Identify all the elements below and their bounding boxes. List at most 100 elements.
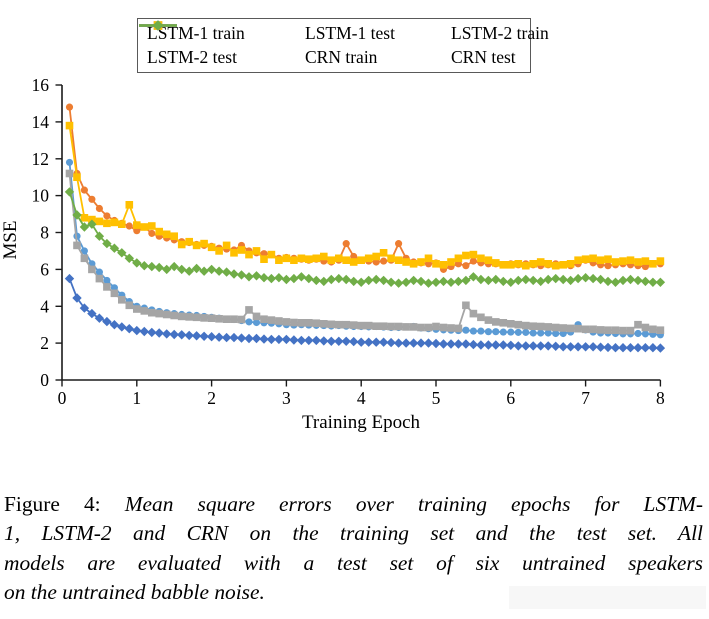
figure-caption: Figure 4: Mean square errors over traini…	[4, 490, 703, 608]
diamond-marker-icon	[169, 261, 179, 272]
square-marker-icon	[133, 221, 141, 229]
diamond-marker-icon	[565, 275, 576, 286]
diamond-marker-icon	[236, 333, 247, 343]
diamond-marker-icon	[528, 341, 538, 351]
diamond-marker-icon	[87, 308, 97, 319]
diamond-marker-icon	[289, 273, 299, 284]
circle-marker-icon	[65, 103, 74, 111]
diamond-marker-icon	[334, 336, 344, 346]
circle-marker-icon	[65, 158, 74, 166]
circle-marker-icon	[148, 229, 156, 237]
diamond-marker-icon	[580, 342, 591, 352]
circle-marker-icon	[125, 222, 133, 230]
diamond-marker-icon	[229, 269, 239, 279]
square-marker-icon	[551, 261, 560, 270]
diamond-marker-icon	[214, 332, 224, 342]
diamond-marker-icon	[595, 274, 606, 285]
square-marker-icon	[529, 322, 537, 330]
diamond-marker-icon	[610, 343, 621, 353]
diamond-marker-icon	[199, 331, 209, 341]
square-marker-icon	[312, 254, 321, 263]
diamond-marker-icon	[453, 276, 464, 287]
circle-marker-icon	[529, 329, 537, 337]
square-marker-icon	[162, 230, 171, 239]
square-marker-icon	[118, 220, 126, 228]
diamond-marker-icon	[476, 274, 486, 285]
diamond-marker-icon	[438, 276, 449, 287]
diamond-marker-icon	[655, 343, 666, 353]
circle-marker-icon	[544, 329, 552, 337]
square-marker-icon	[581, 325, 590, 334]
diamond-marker-icon	[483, 340, 494, 350]
square-marker-icon	[110, 218, 119, 227]
diamond-marker-icon	[124, 253, 134, 263]
legend-item-label: LSTM-1 test	[305, 22, 395, 43]
diamond-marker-icon	[498, 276, 508, 287]
diamond-marker-icon	[326, 336, 336, 346]
square-marker-icon	[432, 322, 440, 331]
diamond-marker-icon	[341, 274, 351, 285]
square-marker-icon	[65, 169, 74, 178]
square-marker-icon	[536, 322, 545, 331]
square-marker-icon	[402, 258, 410, 266]
diamond-marker-icon	[461, 339, 471, 349]
square-marker-icon	[237, 246, 246, 254]
diamond-marker-icon	[147, 261, 157, 272]
diamond-marker-icon	[364, 337, 374, 347]
square-marker-icon	[477, 313, 485, 322]
square-marker-icon	[260, 255, 268, 263]
diamond-marker-icon	[536, 276, 546, 287]
square-marker-icon	[529, 260, 537, 268]
diamond-marker-icon	[416, 276, 426, 287]
diamond-marker-icon	[401, 338, 411, 348]
square-marker-icon	[379, 322, 388, 330]
circle-marker-icon	[462, 262, 470, 270]
diamond-marker-icon	[117, 322, 127, 332]
square-marker-icon	[522, 321, 530, 330]
square-marker-icon	[327, 256, 336, 264]
circle-marker-icon	[380, 257, 388, 265]
circle-marker-icon	[80, 186, 88, 194]
y-tick-label: 8	[40, 223, 49, 243]
square-marker-icon	[574, 324, 582, 333]
diamond-marker-icon	[221, 267, 232, 277]
square-marker-icon	[73, 173, 81, 181]
y-tick-label: 16	[32, 75, 50, 95]
legend: LSTM-1 train LSTM-1 test LSTM-2 train LSTM-…	[137, 18, 549, 73]
square-marker-icon	[267, 316, 276, 324]
diamond-marker-icon	[162, 329, 172, 339]
square-marker-icon	[357, 256, 365, 264]
series-lstm-2-test	[65, 121, 665, 270]
x-tick-label: 2	[207, 388, 216, 408]
diamond-marker-icon	[401, 277, 411, 287]
diamond-marker-icon	[356, 277, 366, 287]
diamond-marker-icon	[648, 277, 658, 287]
diamond-marker-icon	[94, 313, 105, 323]
square-marker-icon	[335, 320, 343, 329]
circle-marker-icon	[537, 329, 545, 337]
square-marker-icon	[125, 201, 134, 209]
square-marker-icon	[155, 227, 163, 236]
diamond-marker-icon	[573, 342, 583, 352]
square-marker-icon	[402, 323, 410, 331]
diamond-marker-icon	[491, 274, 501, 285]
square-marker-icon	[507, 320, 515, 328]
diamond-marker-icon	[506, 277, 516, 287]
square-marker-icon	[110, 289, 119, 298]
circle-marker-icon	[499, 328, 507, 336]
diamond-marker-icon	[431, 338, 441, 349]
square-marker-icon	[447, 258, 455, 266]
circle-marker-icon	[133, 227, 141, 235]
diamond-marker-icon	[229, 332, 239, 343]
square-marker-icon	[185, 313, 193, 321]
square-marker-icon	[417, 258, 425, 266]
square-marker-icon	[364, 254, 373, 263]
square-marker-icon	[312, 319, 321, 327]
square-marker-icon	[387, 322, 395, 331]
square-marker-icon	[95, 217, 104, 226]
x-tick-label: 4	[357, 388, 366, 408]
legend-item-label: LSTM-1 train	[147, 22, 245, 43]
diamond-marker-icon	[139, 326, 149, 337]
diamond-marker-icon	[304, 273, 314, 284]
